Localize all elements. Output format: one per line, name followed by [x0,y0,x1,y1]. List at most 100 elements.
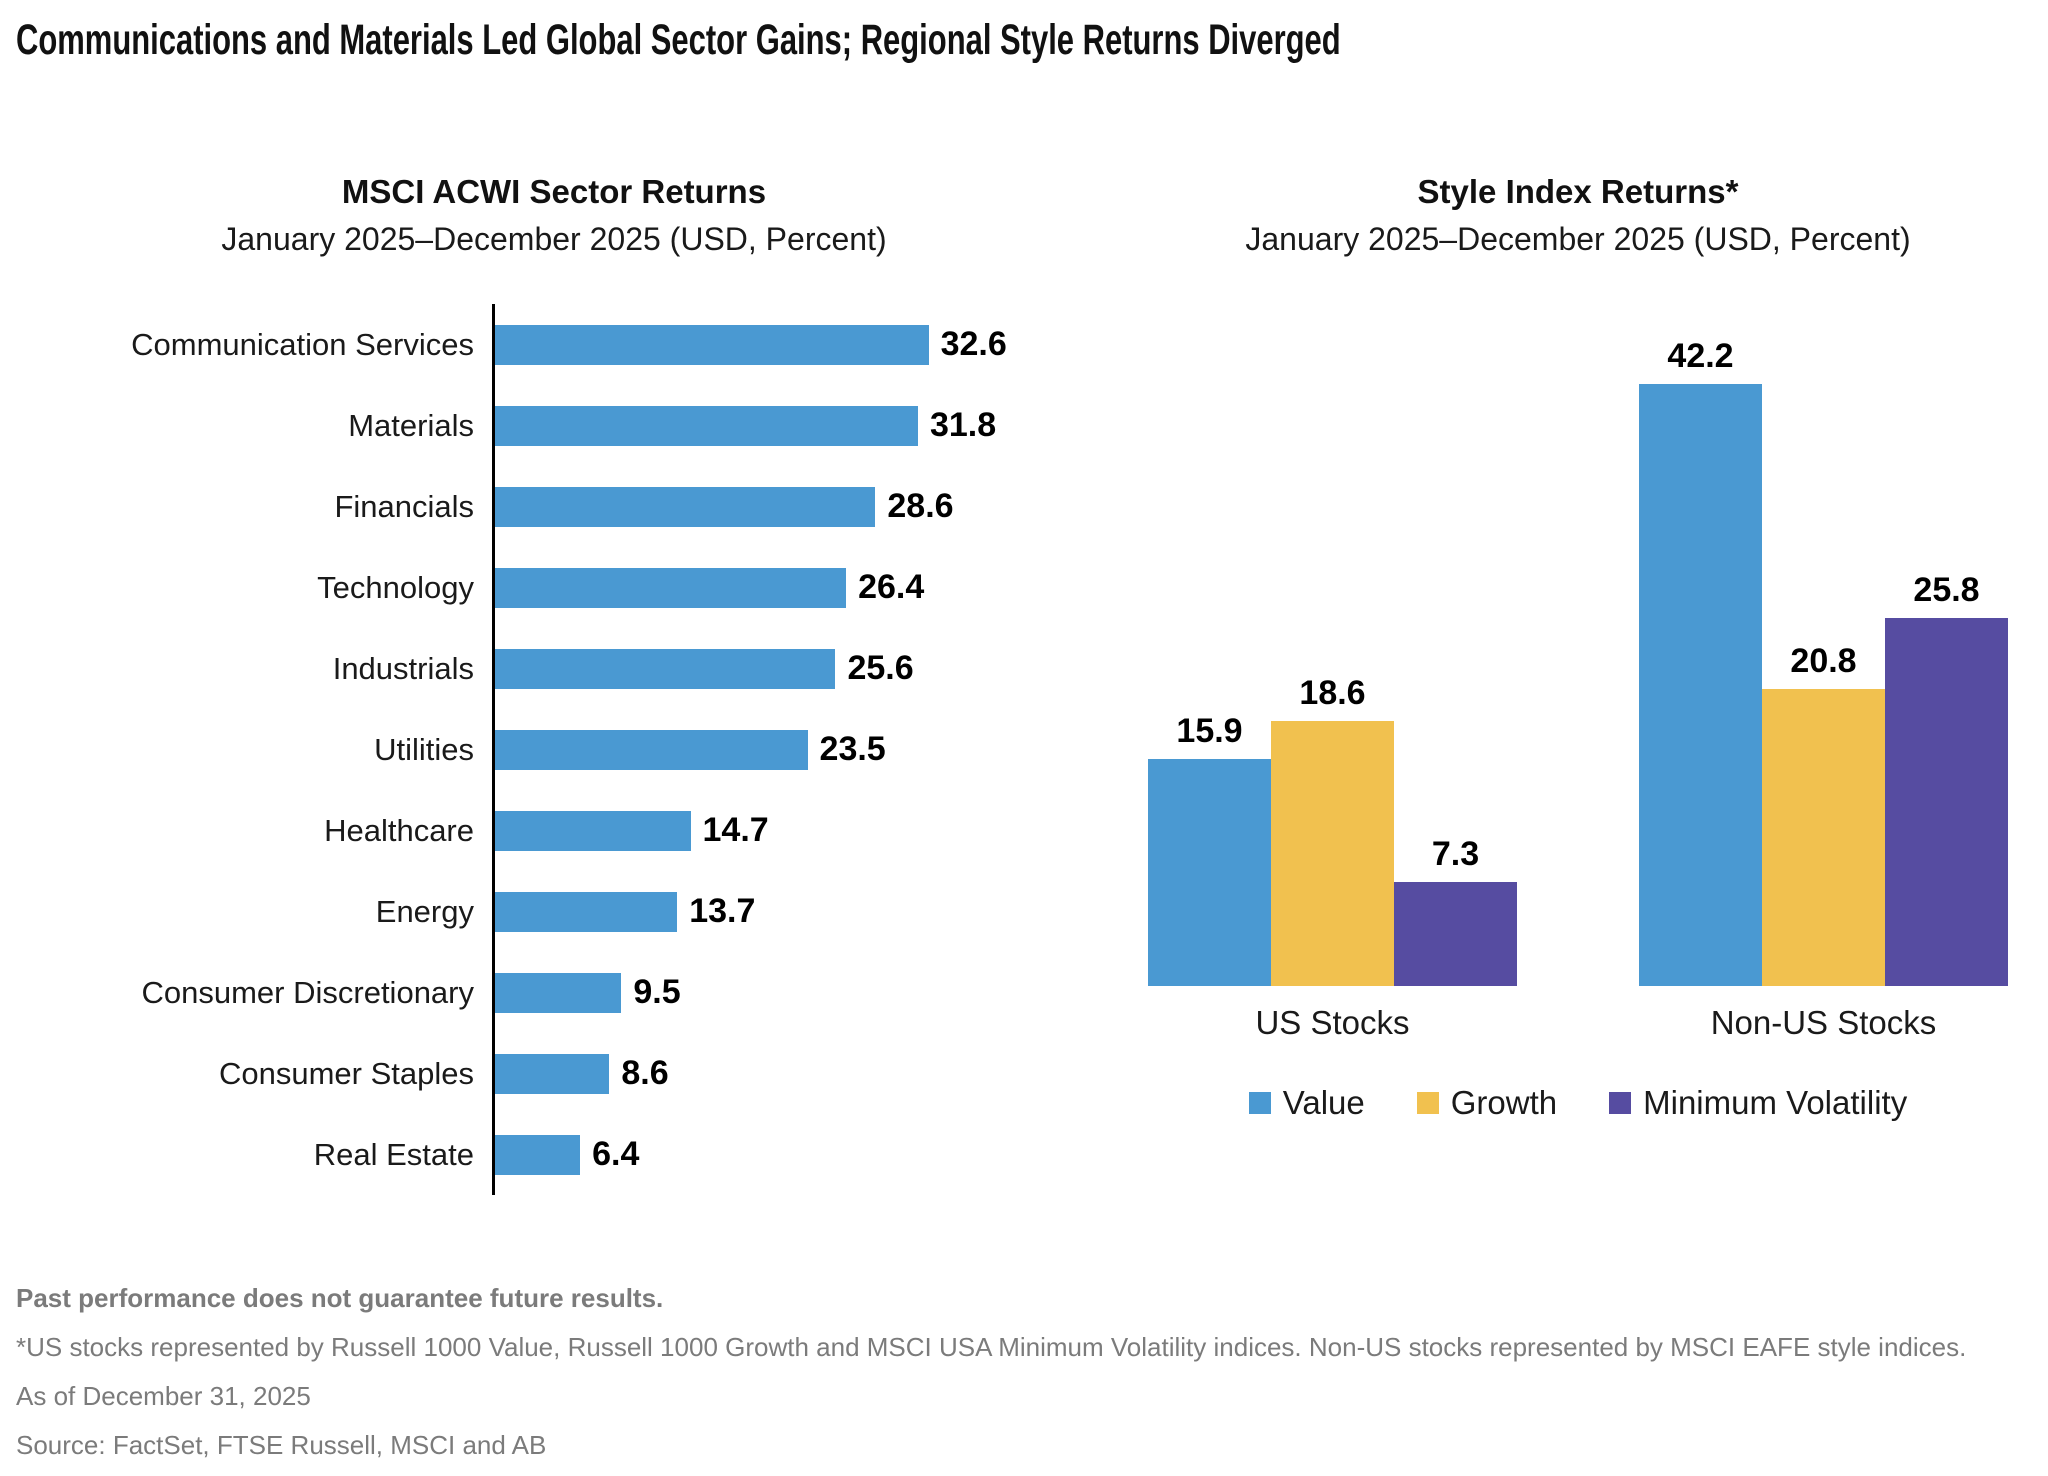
legend-label: Growth [1450,1084,1558,1121]
sector-bar [495,405,918,446]
sector-label: Energy [375,893,474,929]
sector-bar [495,567,847,608]
style-category-label: US Stocks [1255,1004,1410,1041]
sector-value: 8.6 [621,1054,669,1092]
footnote-source: Source: FactSet, FTSE Russell, MSCI and … [16,1430,547,1460]
style-value: 15.9 [1176,712,1243,751]
style-bar [1271,720,1394,986]
sector-value: 32.6 [940,325,1007,363]
sector-label: Materials [348,407,474,443]
sector-bar-area: 28.6 [492,466,1108,547]
style-bars-plot: 15.9 18.6 7.3 US Stocks 42.2 20.8 25.8 Non-US S… [1108,258,2048,1042]
style-group-bars: 15.9 18.6 7.3 [1148,674,1517,986]
legend-swatch [1416,1092,1439,1114]
style-category-label: Non-US Stocks [1710,1004,1937,1041]
sector-chart-title: MSCI ACWI Sector Returns [341,173,767,210]
sector-row: Utilities 23.5 [0,709,1108,790]
style-chart-subtitle: January 2025–December 2025 (USD, Percent… [1245,221,1911,257]
style-value: 20.8 [1790,642,1857,681]
sector-value: 26.4 [858,568,925,606]
style-bar-column: 18.6 [1271,674,1394,986]
style-group: 15.9 18.6 7.3 US Stocks [1148,674,1517,1042]
sector-chart-subtitle: January 2025–December 2025 (USD, Percent… [221,221,887,257]
sector-row: Energy 13.7 [0,871,1108,952]
style-bar [1148,759,1271,986]
footnotes: Past performance does not guarantee futu… [16,1283,2048,1461]
sector-value: 28.6 [887,487,954,525]
sector-bar-area: 23.5 [492,709,1108,790]
sector-bar-area: 13.7 [492,871,1108,952]
sector-row: Healthcare 14.7 [0,790,1108,871]
legend-item: Value [1248,1084,1365,1122]
sector-value: 6.4 [592,1135,640,1173]
sector-bar [495,648,836,689]
style-value: 42.2 [1667,337,1734,376]
sector-label: Consumer Staples [218,1055,474,1091]
charts-area: MSCI ACWI Sector Returns January 2025–De… [0,173,2048,1195]
sector-row: Consumer Discretionary 9.5 [0,952,1108,1033]
sector-bar [495,972,622,1013]
sector-label: Communication Services [131,326,474,362]
style-bar-column: 20.8 [1762,642,1885,986]
style-chart-title: Style Index Returns* [1417,173,1739,210]
sector-row: Communication Services 32.6 [0,304,1108,385]
style-bar-column: 42.2 [1639,337,1762,986]
sector-value: 31.8 [929,406,997,444]
legend-item: Growth [1416,1084,1558,1122]
footnote-index-definitions: *US stocks represented by Russell 1000 V… [16,1332,1967,1362]
sector-row: Industrials 25.6 [0,628,1108,709]
sector-label: Consumer Discretionary [141,974,475,1010]
style-chart-legend: Value Growth Minimum Volatility [1108,1084,2048,1122]
style-bar [1885,618,2008,986]
style-returns-chart: Style Index Returns* January 2025–Decemb… [1108,173,2048,1195]
sector-row: Materials 31.8 [0,385,1108,466]
sector-bar [495,891,678,932]
sector-bar [495,486,876,527]
sector-label: Healthcare [324,812,474,848]
sector-bar-area: 8.6 [492,1033,1108,1114]
sector-row: Consumer Staples 8.6 [0,1033,1108,1114]
legend-label: Value [1282,1084,1365,1121]
legend-label: Minimum Volatility [1643,1084,1908,1121]
style-bar-column: 7.3 [1394,835,1517,986]
page-title: Communications and Materials Led Global … [16,16,1341,64]
style-group: 42.2 20.8 25.8 Non-US Stocks [1639,337,2008,1042]
sector-chart-header: MSCI ACWI Sector Returns January 2025–De… [0,173,1108,258]
sector-bar [495,810,691,851]
legend-swatch [1609,1092,1632,1114]
sector-value: 13.7 [689,892,756,930]
footnote-as-of-date: As of December 31, 2025 [16,1381,311,1411]
sector-bar-area: 31.8 [492,385,1108,466]
legend-item: Minimum Volatility [1609,1084,1907,1122]
style-bar [1394,881,1517,986]
sector-bar [495,1134,581,1175]
sector-row: Real Estate 6.4 [0,1114,1108,1195]
style-chart-header: Style Index Returns* January 2025–Decemb… [1108,173,2048,258]
sector-value: 9.5 [633,973,681,1011]
style-value: 7.3 [1431,834,1480,873]
sector-bar-area: 25.6 [492,628,1108,709]
legend-swatch [1248,1092,1271,1114]
sector-row: Technology 26.4 [0,547,1108,628]
style-value: 18.6 [1299,673,1366,712]
sector-returns-chart: MSCI ACWI Sector Returns January 2025–De… [0,173,1108,1195]
sector-bar-area: 26.4 [492,547,1108,628]
style-group-bars: 42.2 20.8 25.8 [1639,337,2008,986]
footnote-past-performance: Past performance does not guarantee futu… [16,1283,664,1313]
sector-bar-area: 6.4 [492,1114,1108,1195]
sector-value: 14.7 [702,811,769,849]
sector-value: 25.6 [847,649,914,687]
style-bar-column: 25.8 [1885,571,2008,986]
sector-bar-area: 9.5 [492,952,1108,1033]
sector-row: Financials 28.6 [0,466,1108,547]
style-bar [1639,384,1762,986]
sector-label: Financials [334,488,474,524]
sector-bar-area: 32.6 [492,304,1108,385]
sector-bar [495,729,808,770]
sector-label: Utilities [374,731,474,767]
sector-bar [495,1053,610,1094]
sector-label: Industrials [332,650,474,686]
sector-bars-plot: Communication Services 32.6 Materials 31.8 F… [0,304,1108,1195]
sector-label: Technology [317,569,474,605]
style-bar-column: 15.9 [1148,712,1271,986]
